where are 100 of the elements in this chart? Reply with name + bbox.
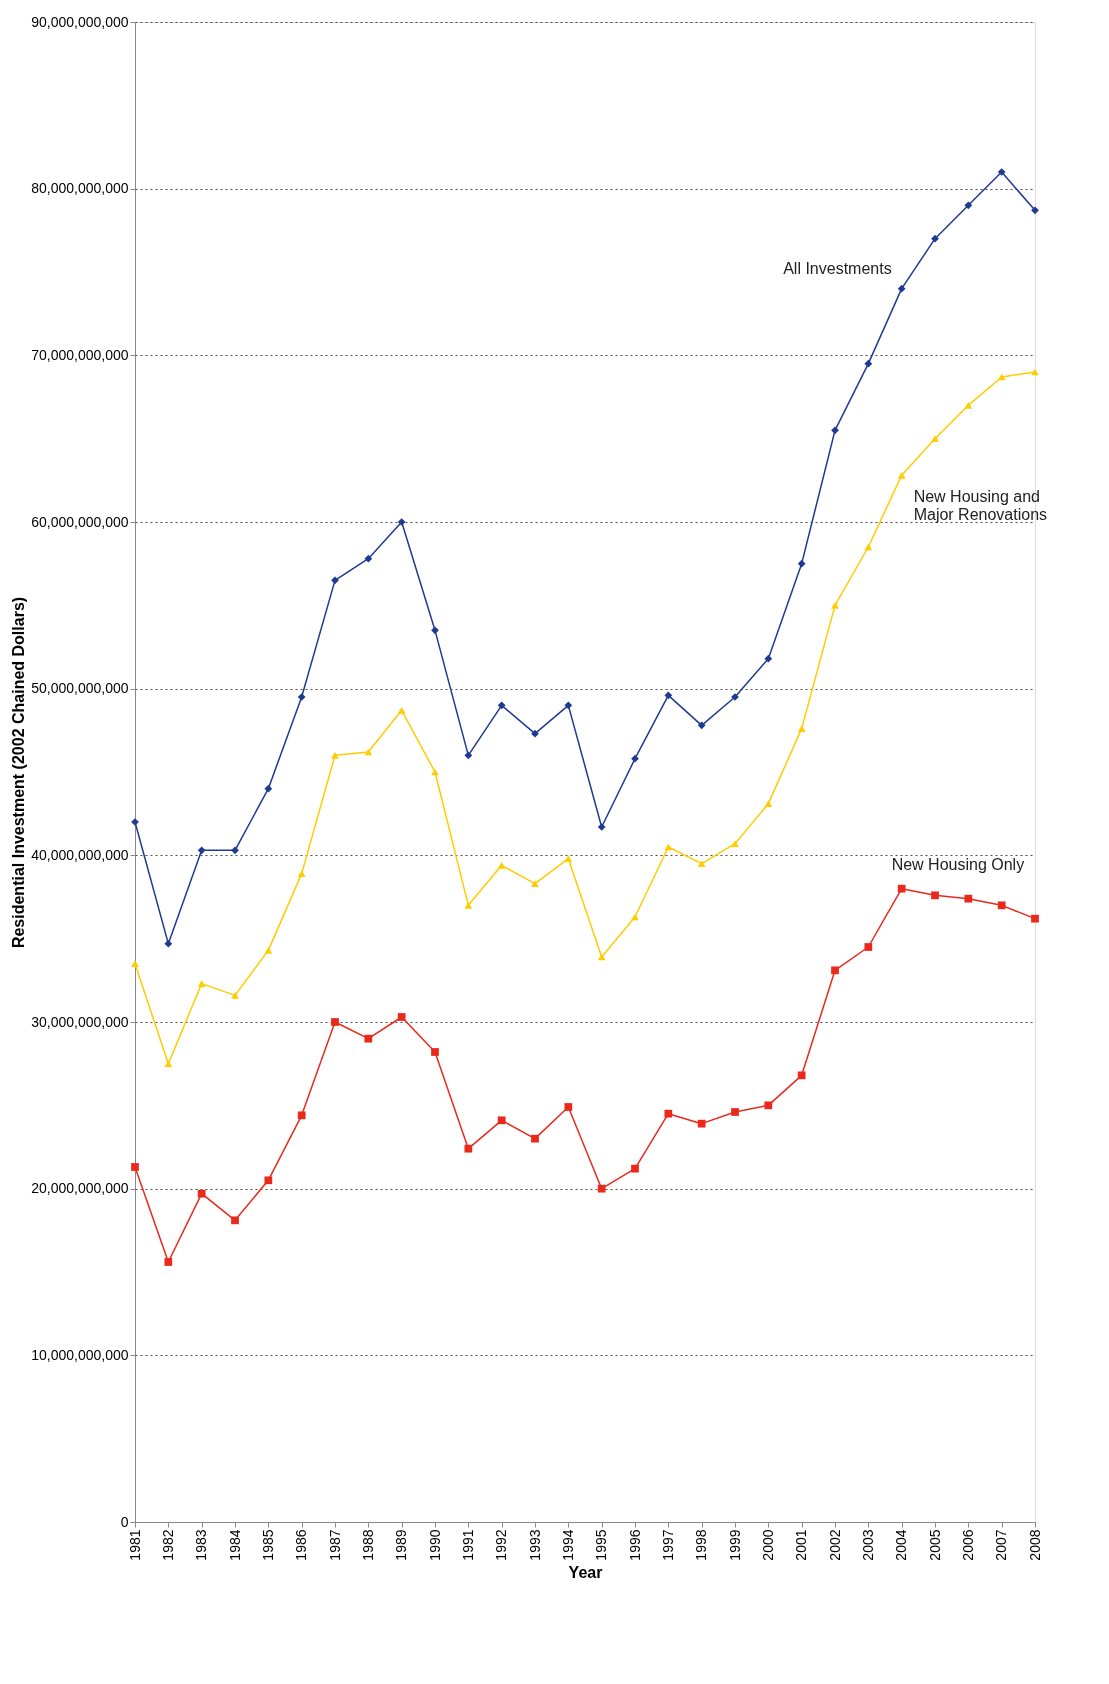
point xyxy=(731,840,739,848)
x-tick-label: 1983 xyxy=(193,1529,210,1561)
point xyxy=(497,701,506,710)
point xyxy=(231,1216,239,1225)
point xyxy=(897,284,906,293)
point xyxy=(797,1071,806,1080)
point xyxy=(197,846,206,855)
x-tick-label: 1989 xyxy=(393,1529,410,1561)
series-label: New Housing Only xyxy=(891,855,1025,873)
x-tick-label: 1990 xyxy=(426,1529,443,1561)
x-tick-label: 1999 xyxy=(726,1529,743,1561)
series-label: New Housing and Major Renovations xyxy=(913,488,1048,524)
point xyxy=(831,601,839,609)
y-tick-label: 20,000,000,000 xyxy=(31,1180,129,1197)
x-tick-label: 2004 xyxy=(893,1529,910,1561)
point xyxy=(497,1116,506,1125)
point xyxy=(164,939,173,948)
point xyxy=(497,861,506,869)
point xyxy=(664,691,673,700)
x-tick-label: 1986 xyxy=(293,1529,310,1561)
point xyxy=(564,855,573,863)
point xyxy=(397,1013,406,1021)
point xyxy=(664,1109,673,1118)
point xyxy=(397,706,406,714)
point xyxy=(531,1134,539,1143)
point xyxy=(464,1144,473,1153)
point xyxy=(197,1189,206,1198)
x-tick-label: 2007 xyxy=(993,1529,1010,1561)
point xyxy=(997,901,1006,910)
point xyxy=(531,880,539,888)
y-tick-label: 10,000,000,000 xyxy=(31,1346,129,1363)
point xyxy=(931,891,939,900)
y-tick-label: 80,000,000,000 xyxy=(31,180,129,197)
y-tick-label: 30,000,000,000 xyxy=(31,1013,129,1030)
point xyxy=(397,518,406,526)
point xyxy=(331,1018,339,1026)
x-tick-label: 1988 xyxy=(359,1529,376,1561)
point xyxy=(564,1103,573,1111)
point xyxy=(964,401,973,409)
x-tick-label: 2008 xyxy=(1026,1529,1043,1561)
series-label: All Investments xyxy=(783,259,892,277)
point xyxy=(131,1163,139,1171)
point xyxy=(164,1258,173,1266)
point xyxy=(331,576,339,585)
point xyxy=(797,559,806,568)
point xyxy=(631,754,639,763)
point xyxy=(764,1101,773,1110)
point xyxy=(931,234,939,243)
y-axis-title: Residential Investment (2002 Chained Dollars) xyxy=(10,596,28,949)
point xyxy=(464,751,473,760)
y-tick-label: 50,000,000,000 xyxy=(31,680,129,697)
x-tick-label: 1981 xyxy=(126,1529,143,1561)
point xyxy=(197,980,206,988)
y-tick-label: 70,000,000,000 xyxy=(31,346,129,363)
point xyxy=(264,784,273,793)
point xyxy=(897,471,906,479)
point xyxy=(731,1108,739,1116)
x-tick-label: 1984 xyxy=(226,1529,243,1561)
x-tick-label: 1993 xyxy=(526,1529,543,1561)
x-tick-label: 1987 xyxy=(326,1529,343,1561)
x-tick-label: 2005 xyxy=(926,1529,943,1561)
point xyxy=(931,435,939,443)
y-tick-label: 90,000,000,000 xyxy=(31,13,129,30)
x-axis-title: Year xyxy=(568,1563,603,1581)
point xyxy=(831,426,839,435)
point xyxy=(631,1164,639,1173)
point xyxy=(997,168,1006,176)
point xyxy=(597,1184,606,1193)
point xyxy=(264,946,273,954)
x-tick-label: 1997 xyxy=(659,1529,676,1561)
point xyxy=(364,1034,373,1043)
point xyxy=(797,725,806,733)
point xyxy=(297,693,306,701)
point xyxy=(297,1111,306,1120)
x-tick-label: 2002 xyxy=(826,1529,843,1561)
point xyxy=(331,751,339,759)
x-tick-label: 2006 xyxy=(959,1529,976,1561)
x-tick-label: 2000 xyxy=(759,1529,776,1561)
point xyxy=(531,729,539,738)
y-tick-label: 0 xyxy=(120,1513,129,1530)
point xyxy=(864,943,873,951)
point xyxy=(364,554,373,563)
x-tick-label: 2001 xyxy=(793,1529,810,1561)
point xyxy=(131,960,139,968)
x-tick-label: 1985 xyxy=(259,1529,276,1561)
x-tick-label: 1996 xyxy=(626,1529,643,1561)
point xyxy=(231,846,239,855)
x-tick-label: 1998 xyxy=(693,1529,710,1561)
x-tick-label: 1991 xyxy=(459,1529,476,1561)
point xyxy=(864,359,873,368)
point xyxy=(564,701,573,710)
point xyxy=(431,626,439,635)
point xyxy=(831,966,839,975)
point xyxy=(1031,914,1039,923)
point xyxy=(897,884,906,893)
point xyxy=(697,1119,706,1128)
x-tick-label: 1994 xyxy=(559,1529,576,1561)
point xyxy=(1031,206,1039,215)
point xyxy=(164,1060,173,1068)
x-tick-label: 2003 xyxy=(859,1529,876,1561)
